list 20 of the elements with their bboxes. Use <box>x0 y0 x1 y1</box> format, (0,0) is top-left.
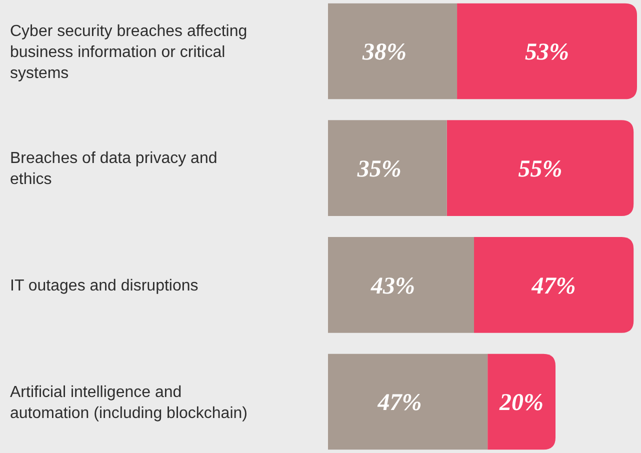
y-tick-label: Breaches of data privacy and ethics <box>10 150 218 188</box>
bar <box>488 354 556 450</box>
data-label: 53% <box>525 40 570 66</box>
y-tick-label: Artificial intelligence and automation (including blockchain) <box>10 384 248 422</box>
bar <box>474 237 634 333</box>
data-label: 55% <box>518 156 562 182</box>
bar <box>328 3 458 100</box>
bar <box>328 120 447 216</box>
data-label: 47% <box>376 390 422 416</box>
bar <box>328 237 474 333</box>
data-label: 38% <box>362 40 407 66</box>
data-label: 43% <box>370 273 416 300</box>
y-tick-label: Cyber security breaches affecting business information or critical systems <box>10 22 248 82</box>
data-label: 35% <box>356 156 402 182</box>
data-label: 47% <box>530 273 576 300</box>
bar <box>457 3 637 100</box>
bar <box>446 120 634 216</box>
bar <box>328 354 488 450</box>
y-tick-label: IT outages and disruptions <box>10 278 198 295</box>
data-label: 20% <box>498 390 544 416</box>
